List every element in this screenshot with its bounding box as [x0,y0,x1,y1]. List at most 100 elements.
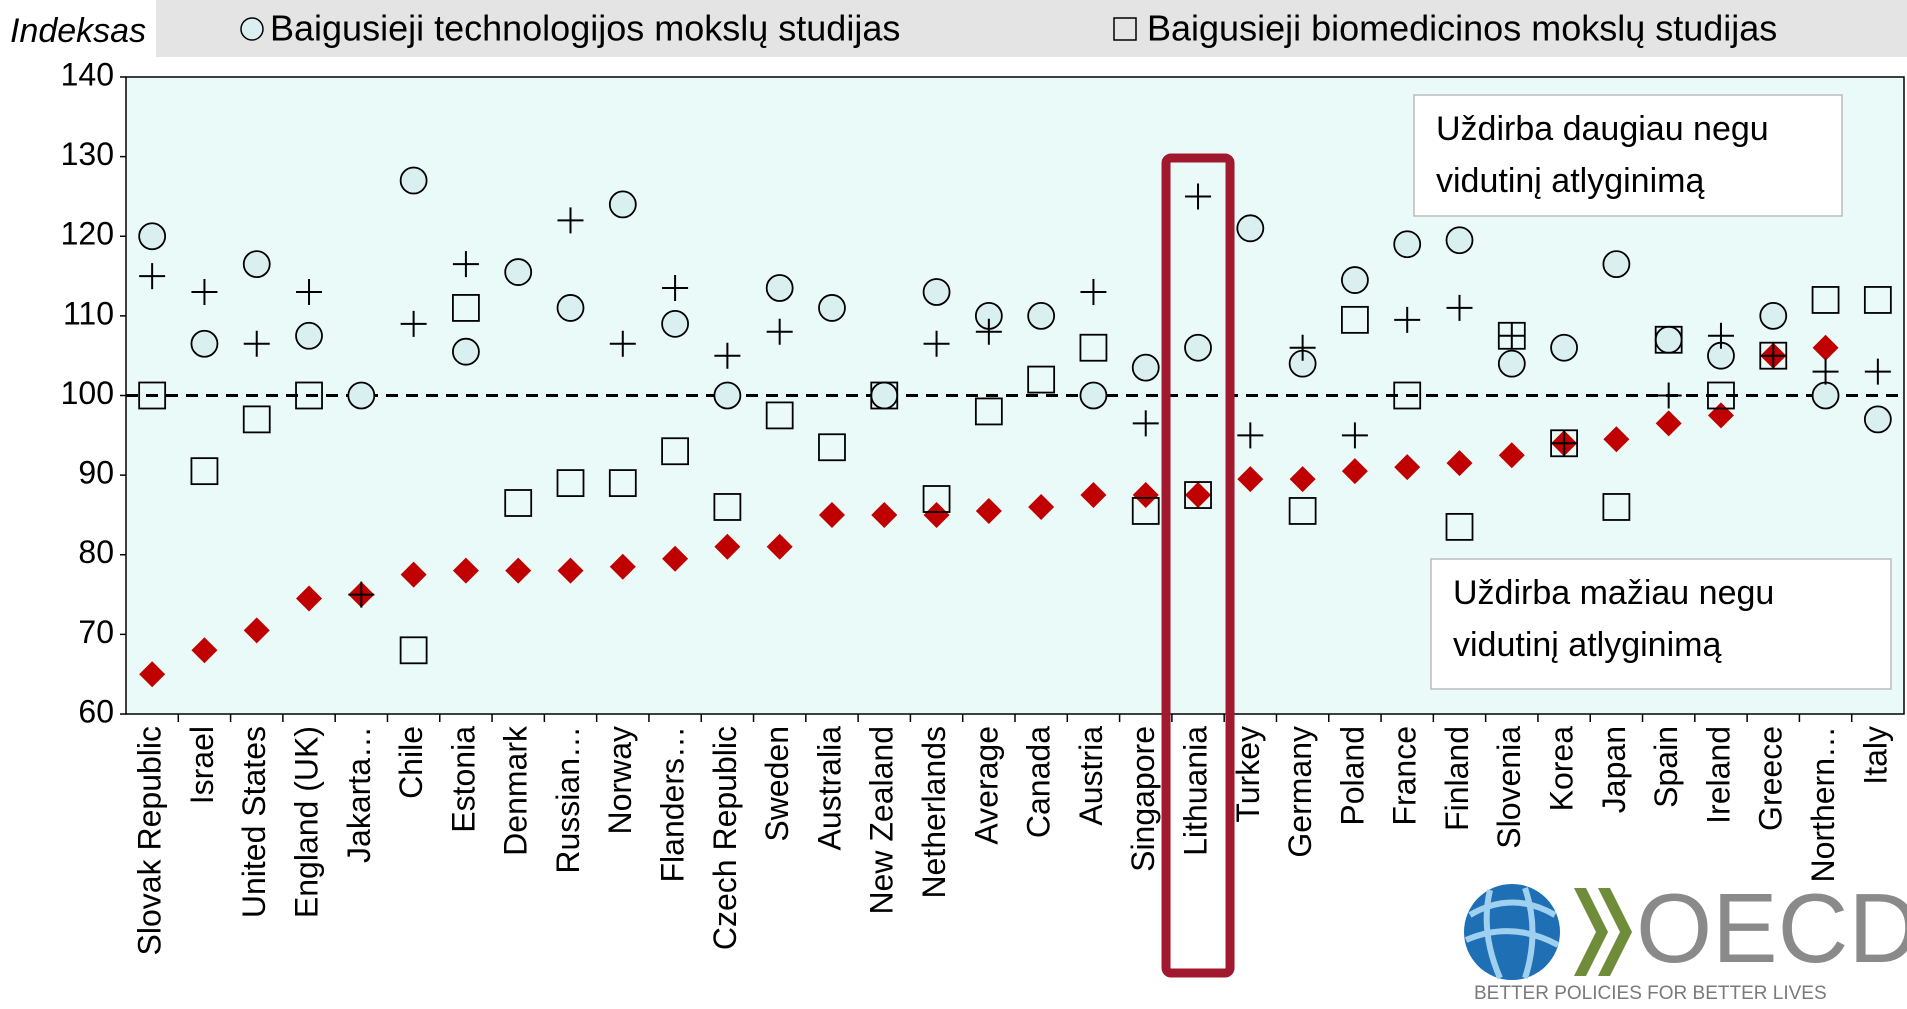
plus-marker [975,318,1002,345]
square-marker [870,381,899,410]
circle-marker [1863,405,1892,434]
diamond-marker [243,617,270,644]
x-tick-label: Average [968,726,1004,845]
x-tick-label: Italy [1857,726,1893,785]
legend-marker [1113,17,1137,41]
square-marker [608,469,637,497]
circle-marker [661,309,689,338]
square-marker [1445,512,1474,541]
square-marker [1654,325,1683,354]
diamond-marker [557,557,584,584]
square-marker [818,433,846,462]
y-tick-label: 140 [61,56,114,92]
square-marker [1079,333,1108,362]
square-marker [1288,497,1317,525]
plus-marker [348,581,375,608]
circle-marker [1654,325,1683,354]
x-tick-label: Spain [1648,726,1684,808]
diamond-marker [923,501,950,528]
plus-marker [1498,322,1525,349]
plus-marker [1707,322,1734,349]
circle-marker [1027,301,1056,330]
diamond-marker [662,545,689,572]
circle-marker [1079,381,1108,410]
annotation-text: Uždirba mažiau negu [1453,574,1774,612]
circle-marker [922,278,951,306]
plus-marker [1341,422,1368,449]
y-tick-label: 80 [78,534,114,570]
diamond-marker [1812,334,1839,361]
diamond-marker [1341,458,1368,485]
diamond-marker [400,561,427,588]
square-marker [295,381,323,410]
circle-marker [190,329,219,358]
square-marker [1393,381,1422,410]
square-marker [1863,286,1892,314]
circle-marker [504,258,533,286]
x-tick-label: United States [236,726,272,918]
square-marker [399,636,428,665]
x-tick-label: Slovak Republic [132,726,168,955]
y-tick-label: 100 [61,375,114,411]
diamond-marker [609,553,636,580]
x-tick-label: Singapore [1125,726,1161,872]
circle-marker [608,190,637,219]
x-tick-label: Ireland [1700,726,1736,824]
x-tick-label: Japan [1596,726,1632,813]
y-tick-label: 70 [78,614,114,650]
annotation-text: vidutinį atlyginimą [1453,626,1721,664]
diamond-marker [1394,454,1421,481]
plus-marker [1237,422,1264,449]
annotation-box [1430,558,1892,690]
circle-marker [1811,381,1840,410]
y-tick-label: 90 [78,455,114,491]
y-tick-label: 110 [63,295,114,331]
y-tick-label: 60 [78,693,114,729]
x-tick-label: Poland [1334,726,1370,826]
plus-marker [243,330,270,357]
diamond-marker [1446,450,1473,477]
square-marker [1131,497,1160,525]
annotation-text: Uždirba daugiau negu [1436,110,1769,148]
square-marker [504,489,533,517]
diamond-marker [1028,493,1055,520]
circle-marker [1393,230,1422,259]
x-tick-label: England (UK) [288,726,324,918]
y-tick-label: 130 [61,136,114,172]
x-tick-label: Norway [602,726,638,834]
x-tick-label: Sweden [759,726,795,842]
plus-marker [609,330,636,357]
logo-globe-lines [1464,887,1560,980]
plus-marker [1394,306,1421,333]
diamond-marker [818,501,845,528]
x-tick-label: Chile [393,726,429,799]
legend-label: Baigusieji biomedicinos mokslų studijas [1147,8,1777,49]
square-marker [713,493,742,521]
circle-marker [1131,353,1160,382]
plus-marker [400,310,427,337]
diamond-marker [871,501,898,528]
plus-marker [557,207,584,234]
y-axis-label: Indeksas [10,12,146,50]
plus-marker [1132,410,1159,437]
plus-marker [1655,382,1682,409]
plus-marker [1289,334,1316,361]
diamond-marker [1498,442,1525,469]
plus-marker [1864,358,1891,385]
circle-marker [1236,214,1265,243]
x-tick-label: Israel [184,726,220,804]
circle-marker [818,294,846,322]
diamond-marker [296,585,323,612]
circle-marker [138,222,167,251]
circle-marker [347,381,376,410]
logo-chevrons [1574,888,1632,976]
plus-marker [923,330,950,357]
legend-marker [240,17,264,41]
circle-marker [242,250,271,279]
legend-label: Baigusieji technologijos mokslų studijas [270,8,900,49]
oecd-logo: OECD BETTER POLICIES FOR BETTER LIVES [1464,873,1907,1004]
x-tick-label: Austria [1073,726,1109,826]
x-tick-label: Slovenia [1491,726,1527,849]
diamond-marker [1185,482,1212,509]
